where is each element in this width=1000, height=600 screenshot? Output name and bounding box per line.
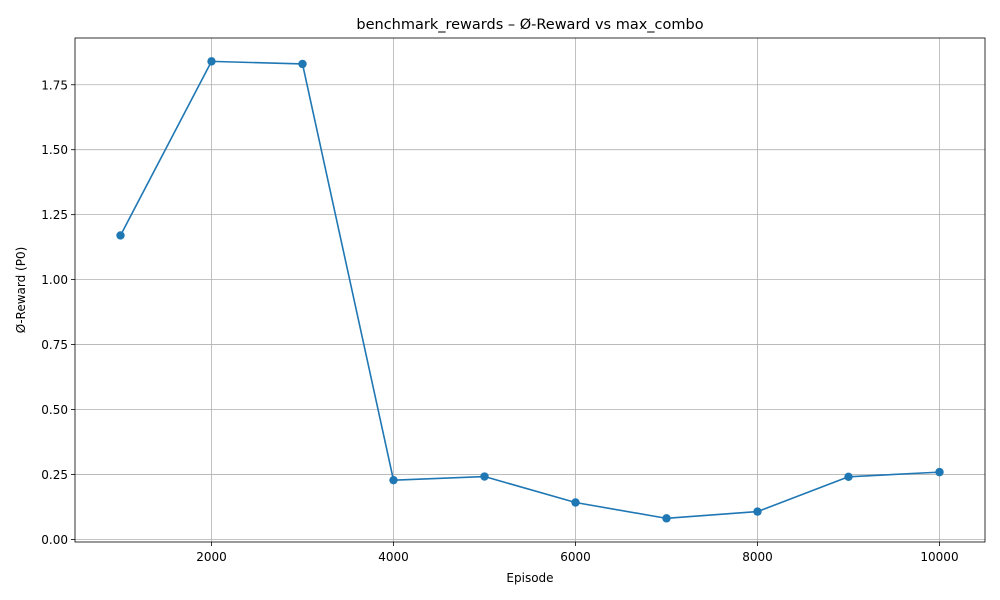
data-point bbox=[571, 498, 580, 507]
y-tick-label: 0.75 bbox=[41, 338, 68, 352]
grid bbox=[75, 38, 985, 542]
data-point bbox=[480, 472, 489, 481]
y-tick-label: 1.50 bbox=[41, 143, 68, 157]
data-point bbox=[389, 475, 398, 485]
x-axis-title: Episode bbox=[506, 571, 553, 585]
x-tick-label: 10000 bbox=[920, 550, 958, 564]
data-point bbox=[935, 467, 944, 477]
series-line bbox=[119, 60, 940, 520]
data-point bbox=[662, 514, 671, 523]
y-tick-label: 1.00 bbox=[41, 273, 68, 287]
axis-ticks: 2000 4000 6000 8000 10000 0.00 0.25 0.50 0.75 1.0… bbox=[41, 78, 958, 564]
x-tick-label: 4000 bbox=[378, 550, 409, 564]
x-tick-label: 2000 bbox=[196, 550, 227, 564]
data-point bbox=[116, 231, 125, 240]
y-tick-label: 1.75 bbox=[41, 78, 68, 92]
x-tick-label: 8000 bbox=[742, 550, 773, 564]
data-point bbox=[207, 57, 216, 66]
y-tick-label: 0.50 bbox=[41, 403, 68, 417]
y-tick-label: 1.25 bbox=[41, 208, 68, 222]
data-point bbox=[844, 472, 853, 481]
plot-frame bbox=[74, 37, 986, 543]
series-layer bbox=[116, 57, 944, 523]
y-tick-label: 0.25 bbox=[41, 468, 68, 482]
y-axis-title: Ø-Reward (P0) bbox=[14, 247, 28, 334]
chart-title: benchmark_rewards – Ø-Reward vs max_comb… bbox=[356, 17, 703, 33]
x-tick-label: 6000 bbox=[560, 550, 591, 564]
data-point bbox=[753, 507, 762, 516]
y-tick-label: 0.00 bbox=[41, 533, 68, 547]
data-point bbox=[298, 59, 307, 69]
